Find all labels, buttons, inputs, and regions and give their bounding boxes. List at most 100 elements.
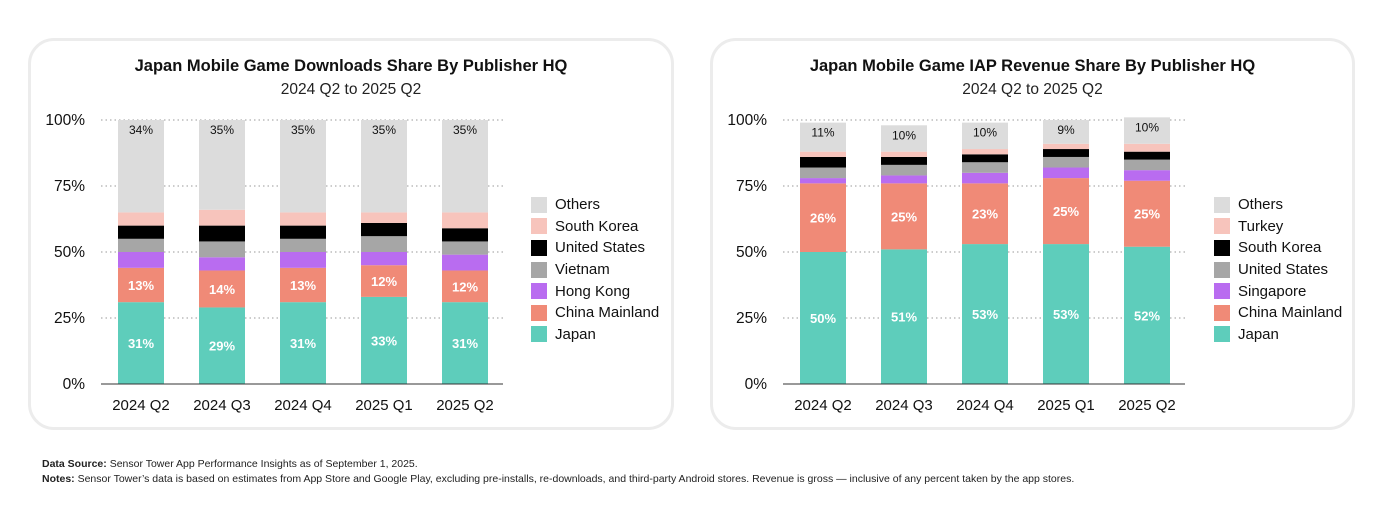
y-tick-label: 50% [736, 244, 767, 261]
x-tick-label: 2025 Q1 [1037, 397, 1095, 414]
chart-subtitle: 2024 Q2 to 2025 Q2 [962, 81, 1103, 98]
bar-segment [280, 238, 326, 252]
legend-label: Japan [1238, 325, 1279, 343]
data-label: 25% [1053, 204, 1079, 219]
bar-segment [1043, 178, 1089, 245]
legend-item: Turkey [1214, 216, 1342, 238]
bar-segment [881, 249, 927, 384]
bar-segment [361, 252, 407, 266]
legend-label: China Mainland [1238, 304, 1343, 322]
legend-swatch [1214, 239, 1230, 256]
legend-item: China Mainland [1214, 302, 1342, 324]
revenue-chart-card: Japan Mobile Game IAP Revenue Share By P… [710, 38, 1355, 430]
data-label: 14% [209, 282, 235, 297]
x-tick-label: 2024 Q3 [875, 397, 933, 414]
bar-segment [1043, 149, 1089, 157]
legend-swatch [1214, 218, 1230, 235]
bar-segment [1124, 159, 1170, 171]
bar-segment [442, 254, 488, 271]
bar-segment [1043, 244, 1089, 384]
bar-segment [800, 178, 846, 184]
bar-segment [962, 162, 1008, 173]
data-label: 53% [972, 307, 998, 322]
bar-segment [361, 222, 407, 237]
bar-segment [118, 302, 164, 384]
legend-swatch [1214, 304, 1230, 321]
bar-segment [442, 228, 488, 242]
legend-swatch [1214, 283, 1230, 300]
bar-segment [800, 167, 846, 179]
data-label: 10% [1135, 120, 1159, 134]
downloads-chart-plot: 0% 25% 50% 75% 100% 31% 13% 34% 2024 Q2 29% 14% 35%… [45, 112, 503, 414]
x-tick-label: 2024 Q4 [274, 397, 332, 414]
bar-segment [800, 122, 846, 152]
data-source-label: Data Source: [42, 458, 107, 470]
bar-segment [962, 183, 1008, 245]
chart-title: Japan Mobile Game Downloads Share By Pub… [134, 57, 568, 75]
legend-item: Japan [1214, 324, 1342, 346]
legend-label: Turkey [1238, 217, 1284, 235]
bar-segment [800, 183, 846, 252]
legend-swatch [1214, 326, 1230, 343]
legend-item: China Mainland [531, 302, 659, 324]
data-source-text: Sensor Tower App Performance Insights as… [109, 458, 418, 470]
bar-segment [118, 252, 164, 268]
data-label: 25% [891, 209, 917, 224]
legend-swatch [1214, 261, 1230, 278]
y-tick-label: 25% [54, 310, 85, 327]
bar-segment [1124, 180, 1170, 247]
bar-segment [1043, 143, 1089, 150]
y-tick-label: 100% [45, 112, 85, 129]
chart-title: Japan Mobile Game IAP Revenue Share By P… [809, 57, 1256, 75]
data-label: 10% [973, 126, 997, 140]
y-tick-label: 0% [745, 376, 768, 393]
bar-segment [118, 225, 164, 239]
bar-segment [1124, 117, 1170, 144]
legend-swatch [531, 218, 547, 235]
legend-label: China Mainland [555, 304, 660, 322]
data-label: 10% [892, 128, 916, 142]
bar-segment [962, 149, 1008, 155]
bar-segment [881, 175, 927, 184]
legend-item: United States [1214, 259, 1342, 281]
legend-swatch [531, 326, 547, 343]
bar-segment [442, 270, 488, 303]
legend-swatch [531, 239, 547, 256]
legend-label: South Korea [1238, 239, 1322, 257]
data-label: 23% [972, 207, 998, 222]
data-label: 35% [453, 123, 477, 137]
notes-text: Sensor Tower’s data is based on estimate… [77, 473, 1075, 485]
data-label: 50% [810, 311, 836, 326]
legend-label: Hong Kong [555, 282, 631, 300]
bar-segment [881, 156, 927, 165]
legend-swatch [531, 304, 547, 321]
data-label: 11% [811, 126, 834, 140]
revenue-chart-plot: 0% 25% 50% 75% 100% 50% 26% 11% 2024 Q2 51% 25% 10%… [727, 112, 1185, 414]
data-label: 9% [1057, 123, 1075, 137]
bar-segment [361, 212, 407, 223]
bar-segment [199, 257, 245, 271]
data-label: 53% [1053, 307, 1079, 322]
chart-legend: Others South Korea United States Vietnam Hon… [531, 194, 659, 345]
y-tick-label: 50% [54, 244, 85, 261]
x-tick-label: 2025 Q2 [436, 397, 494, 414]
bar-segment [280, 212, 326, 226]
legend-swatch [531, 196, 547, 213]
legend-label: Singapore [1238, 282, 1307, 300]
legend-label: Others [1238, 196, 1284, 214]
x-tick-label: 2024 Q4 [956, 397, 1014, 414]
bar-segment [1043, 120, 1089, 144]
legend-swatch [531, 261, 547, 278]
bar-segment [962, 244, 1008, 384]
y-tick-label: 0% [63, 376, 86, 393]
bar-segment [118, 267, 164, 303]
bar-segment [800, 151, 846, 157]
bar-segment [442, 241, 488, 255]
bar-segment [962, 154, 1008, 163]
legend-item: South Korea [531, 216, 659, 238]
bar-segment [199, 270, 245, 308]
data-label: 13% [128, 278, 154, 293]
data-label: 31% [128, 336, 154, 351]
x-tick-label: 2024 Q3 [193, 397, 251, 414]
bar-segment [1124, 170, 1170, 181]
